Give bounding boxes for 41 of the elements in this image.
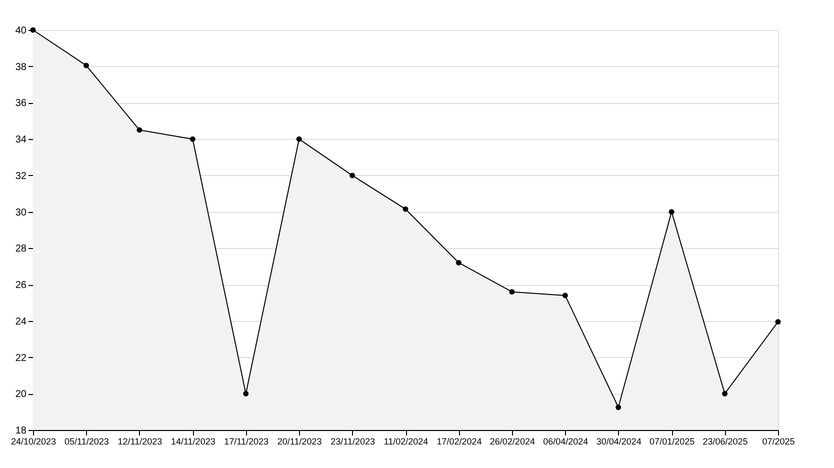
point (509, 289, 515, 295)
x-tick-label: 14/11/2023 (170, 436, 216, 446)
point (456, 260, 462, 266)
y-tick-label: 34 (15, 134, 27, 146)
x-tick-label: 24/10/2023 (10, 436, 56, 446)
point (83, 62, 89, 68)
x-tick-label: 23/11/2023 (330, 436, 375, 446)
y-tick-label: 36 (15, 98, 27, 110)
y-tick-label: 18 (15, 426, 27, 436)
x-tick-label: 06/04/2024 (543, 436, 588, 446)
x-tick-label: 17/02/2024 (436, 436, 482, 446)
y-tick-label: 26 (15, 280, 27, 292)
point (616, 404, 622, 410)
y-tick-label: 40 (15, 26, 27, 36)
x-tick-label: 23/06/2025 (702, 436, 748, 446)
point (296, 136, 302, 142)
x-tick-label: 11/02/2024 (384, 436, 428, 446)
y-tick-label: 24 (15, 316, 27, 328)
y-tick-label: 22 (15, 352, 27, 364)
x-tick-label: 12/11/2023 (118, 436, 162, 446)
point (350, 172, 356, 178)
y-tick-label: 20 (15, 389, 27, 400)
x-tick-label: 26/02/2024 (490, 436, 535, 446)
point (562, 292, 568, 298)
point (243, 390, 249, 396)
y-tick-label: 28 (15, 244, 27, 255)
point (668, 209, 674, 215)
point (775, 319, 781, 325)
x-tick-label: 17/11/2023 (224, 436, 269, 446)
point (722, 390, 728, 396)
x-tick-label: 07/01/2025 (650, 436, 695, 446)
x-tick-label: 20/11/2023 (277, 436, 322, 446)
y-tick-label: 30 (15, 207, 27, 218)
x-tick-label: 30/04/2024 (596, 436, 642, 446)
point (402, 206, 408, 212)
point (136, 127, 142, 133)
x-tick-label: 07/2025 (762, 436, 795, 446)
x-tick-label: 05/11/2023 (64, 436, 109, 446)
y-tick-label: 32 (15, 170, 27, 182)
y-tick-label: 38 (15, 62, 27, 73)
point (190, 136, 196, 142)
